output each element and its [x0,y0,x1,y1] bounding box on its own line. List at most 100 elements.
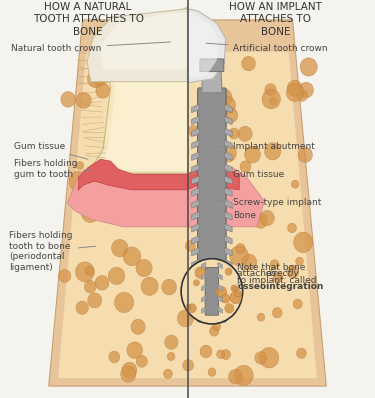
Circle shape [270,97,277,105]
Text: Fibers holding
gum to tooth: Fibers holding gum to tooth [14,160,92,179]
Text: directly: directly [266,269,299,278]
Circle shape [287,265,299,278]
Circle shape [200,345,212,358]
Circle shape [189,125,198,136]
Circle shape [225,304,234,313]
Circle shape [272,308,282,318]
Polygon shape [225,140,232,148]
Circle shape [88,195,104,211]
Circle shape [132,204,148,221]
Polygon shape [218,262,222,269]
Circle shape [212,322,220,331]
Circle shape [85,266,94,275]
Circle shape [96,83,110,98]
Text: Bone: Bone [232,208,256,220]
Circle shape [291,180,299,188]
Circle shape [122,362,137,378]
Text: Artificial tooth crown: Artificial tooth crown [206,43,328,53]
Polygon shape [225,116,232,125]
Circle shape [114,292,134,312]
Polygon shape [192,116,199,125]
Text: Gum tissue: Gum tissue [219,170,285,179]
Circle shape [229,128,239,139]
Circle shape [297,348,306,359]
Text: Note that bone: Note that bone [237,263,306,272]
Circle shape [136,355,147,367]
Circle shape [109,166,118,177]
Polygon shape [188,161,239,190]
Circle shape [74,189,82,197]
Circle shape [220,300,237,317]
Circle shape [194,280,200,286]
Circle shape [84,281,96,293]
Polygon shape [87,9,188,82]
Polygon shape [192,236,199,244]
Circle shape [255,352,267,364]
Circle shape [242,254,256,270]
Circle shape [221,349,231,360]
Polygon shape [225,307,232,316]
Polygon shape [188,9,226,83]
Circle shape [128,206,147,226]
Polygon shape [225,104,232,113]
Circle shape [123,247,141,266]
Polygon shape [225,236,232,244]
Circle shape [219,203,228,212]
Circle shape [127,342,142,359]
Polygon shape [225,248,232,256]
Polygon shape [192,152,199,160]
Polygon shape [192,307,199,316]
Polygon shape [192,176,199,184]
Circle shape [75,262,94,282]
Polygon shape [58,52,317,378]
Circle shape [95,275,109,290]
Text: Screw-type implant: Screw-type implant [213,198,322,207]
Circle shape [115,214,126,226]
Circle shape [297,90,307,101]
Circle shape [165,335,178,349]
Circle shape [182,209,199,228]
Circle shape [262,89,280,109]
Circle shape [117,160,128,172]
Circle shape [238,126,252,141]
Circle shape [76,301,88,314]
Circle shape [225,268,232,275]
Circle shape [151,83,166,99]
Circle shape [273,272,283,283]
Circle shape [299,82,314,98]
Circle shape [230,246,248,266]
Polygon shape [88,7,188,173]
Circle shape [164,369,172,378]
Circle shape [146,63,162,80]
Circle shape [244,146,261,163]
Circle shape [185,240,195,251]
Text: HOW AN IMPLANT
ATTACHES TO
BONE: HOW AN IMPLANT ATTACHES TO BONE [229,2,322,37]
Circle shape [254,214,267,228]
Polygon shape [201,273,206,280]
Polygon shape [218,296,222,302]
FancyBboxPatch shape [200,59,224,72]
Polygon shape [192,283,199,292]
Polygon shape [99,13,188,70]
Polygon shape [49,20,326,386]
Circle shape [188,304,196,313]
Circle shape [162,279,177,295]
Circle shape [287,80,302,96]
Polygon shape [192,295,199,304]
Circle shape [270,260,279,269]
Polygon shape [192,140,199,148]
Polygon shape [192,271,199,280]
Circle shape [61,92,75,107]
Circle shape [210,326,219,336]
Circle shape [188,199,198,209]
Circle shape [230,291,242,304]
Circle shape [195,267,206,279]
Polygon shape [68,159,188,227]
Polygon shape [218,285,222,291]
Polygon shape [202,59,222,93]
Circle shape [208,368,216,377]
Polygon shape [218,273,222,280]
Polygon shape [78,159,188,190]
Circle shape [257,313,265,321]
Circle shape [265,84,276,96]
